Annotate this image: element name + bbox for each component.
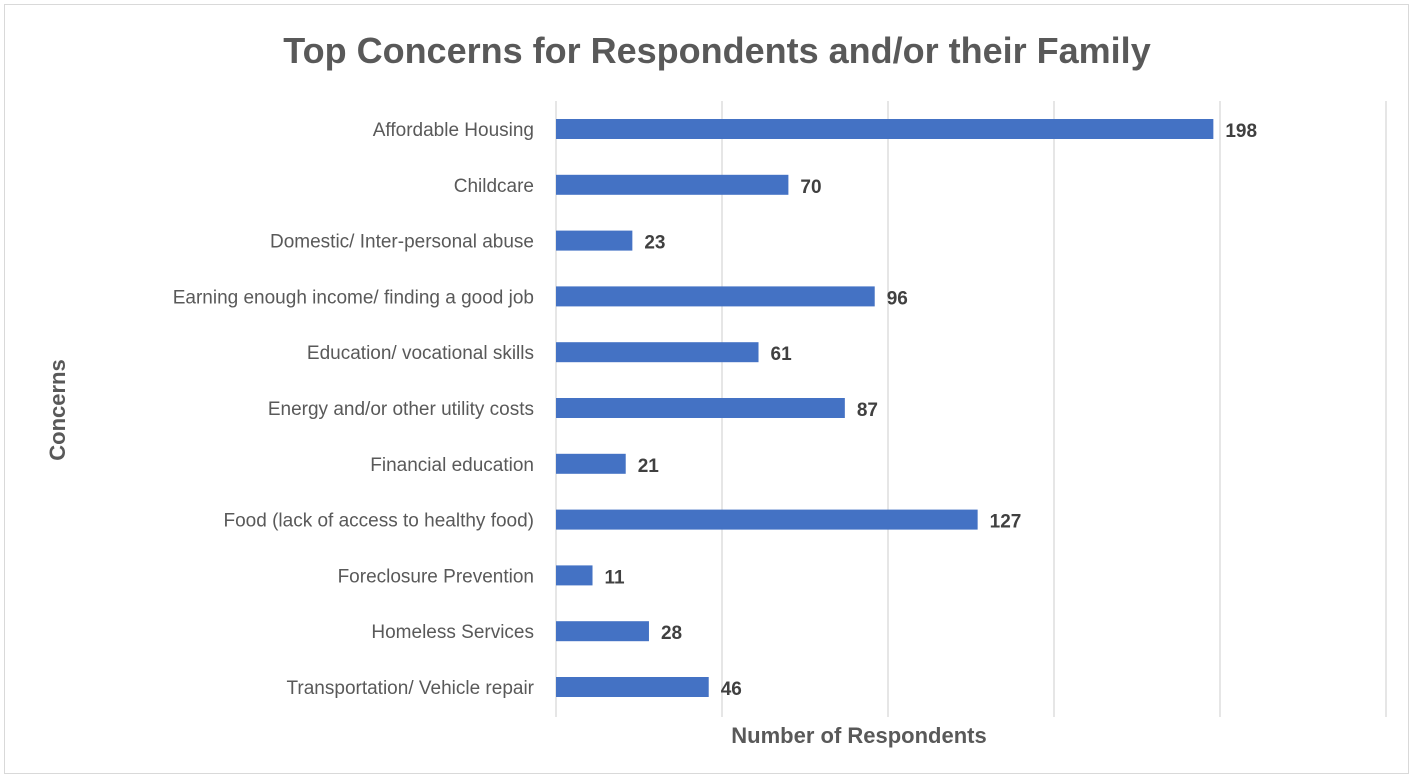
bar-9 bbox=[556, 621, 649, 642]
data-label-4: 61 bbox=[771, 344, 793, 365]
bar-5 bbox=[556, 398, 845, 418]
data-label-7: 127 bbox=[990, 512, 1022, 533]
bar-chart: Top Concerns for Respondents and/or thei… bbox=[45, 30, 1387, 748]
data-label-2: 23 bbox=[644, 233, 665, 254]
gridlines bbox=[555, 101, 1387, 717]
category-label-4: Education/ vocational skills bbox=[307, 343, 534, 364]
data-label-0: 198 bbox=[1225, 121, 1257, 142]
bar-6 bbox=[556, 453, 626, 474]
data-label-9: 28 bbox=[661, 623, 682, 644]
category-labels: Affordable Housing Childcare Domestic/ Int… bbox=[173, 120, 535, 699]
category-label-3: Earning enough income/ finding a good jo… bbox=[173, 287, 534, 308]
bar-1 bbox=[556, 174, 789, 195]
bar-10 bbox=[556, 677, 709, 697]
bar-0 bbox=[556, 119, 1214, 139]
data-label-1: 70 bbox=[800, 177, 821, 198]
category-label-10: Transportation/ Vehicle repair bbox=[287, 678, 535, 699]
y-axis-title: Concerns bbox=[45, 359, 70, 460]
data-labels: 198 70 23 96 61 87 21 127 11 28 46 bbox=[605, 121, 1258, 700]
data-label-6: 21 bbox=[638, 456, 660, 477]
bar-2 bbox=[556, 230, 633, 251]
bar-4 bbox=[556, 342, 759, 363]
category-label-0: Affordable Housing bbox=[373, 120, 534, 141]
data-label-3: 96 bbox=[887, 288, 908, 309]
chart-title: Top Concerns for Respondents and/or thei… bbox=[283, 30, 1150, 71]
category-label-1: Childcare bbox=[454, 176, 534, 197]
category-label-6: Financial education bbox=[370, 455, 534, 476]
x-axis-title: Number of Respondents bbox=[731, 723, 986, 748]
bar-7 bbox=[556, 509, 978, 530]
data-label-10: 46 bbox=[721, 679, 742, 700]
category-label-5: Energy and/or other utility costs bbox=[268, 399, 534, 420]
category-label-8: Foreclosure Prevention bbox=[338, 566, 534, 587]
bar-8 bbox=[556, 565, 593, 586]
category-label-9: Homeless Services bbox=[371, 622, 534, 643]
chart-frame: Top Concerns for Respondents and/or thei… bbox=[4, 4, 1409, 774]
data-label-5: 87 bbox=[857, 400, 878, 421]
category-label-7: Food (lack of access to healthy food) bbox=[224, 511, 535, 532]
data-label-8: 11 bbox=[605, 567, 626, 588]
category-label-2: Domestic/ Inter-personal abuse bbox=[270, 232, 534, 253]
bars bbox=[556, 119, 1214, 697]
bar-3 bbox=[556, 286, 875, 307]
